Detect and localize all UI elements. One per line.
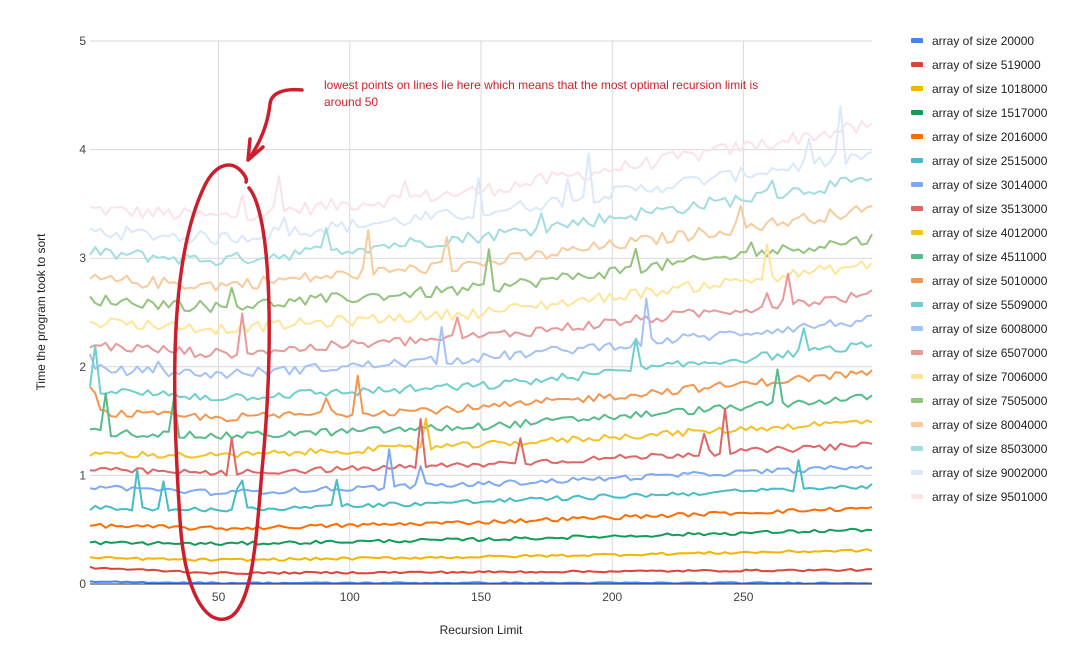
legend-swatch [911, 494, 923, 499]
legend-entry: array of size 20000 [932, 34, 1034, 48]
y-tick-label: 2 [79, 360, 86, 374]
legend-entry: array of size 1018000 [932, 82, 1048, 96]
legend-swatch [911, 422, 923, 427]
annotation-line-2: around 50 [324, 95, 378, 109]
legend-swatch [911, 446, 923, 451]
legend-entry: array of size 519000 [932, 58, 1041, 72]
series-lines [89, 105, 873, 585]
series-line [89, 506, 873, 532]
series-line [89, 243, 873, 335]
x-tick-label: 150 [471, 590, 491, 604]
legend-swatch [911, 398, 923, 403]
series-line [89, 369, 873, 423]
legend-entry: array of size 6507000 [932, 346, 1048, 360]
annotation: lowest points on lines lie here which me… [172, 78, 758, 622]
axes: 0 1 2 3 4 5 50 100 150 200 250 [79, 34, 872, 604]
legend-entry: array of size 9002000 [932, 466, 1048, 480]
legend-entry: array of size 6008000 [932, 322, 1048, 336]
series-line [89, 448, 873, 497]
series-line [89, 105, 873, 246]
x-tick-label: 200 [602, 590, 622, 604]
legend-swatch [911, 134, 923, 139]
legend-swatch [911, 38, 923, 43]
legend-swatch [911, 374, 923, 379]
series-line [89, 548, 873, 563]
y-tick-label: 1 [79, 468, 86, 482]
annotation-arrow [247, 87, 304, 161]
series-line [89, 580, 873, 585]
legend-swatch [911, 206, 923, 211]
legend-entry: array of size 2016000 [932, 130, 1048, 144]
legend-swatch [911, 182, 923, 187]
legend-entry: array of size 9501000 [932, 490, 1048, 504]
y-tick-label: 3 [79, 251, 86, 265]
annotation-circle [172, 163, 271, 622]
annotation-line-1: lowest points on lines lie here which me… [324, 78, 758, 92]
x-tick-label: 50 [212, 590, 226, 604]
series-line [89, 527, 873, 546]
legend-entry: array of size 8004000 [932, 418, 1048, 432]
series-line [89, 272, 873, 359]
y-tick-label: 4 [79, 143, 86, 157]
legend-swatch [911, 302, 923, 307]
legend-swatch [911, 62, 923, 67]
legend-swatch [911, 278, 923, 283]
legend-swatch [911, 326, 923, 331]
series-line [89, 407, 873, 477]
legend-swatch [911, 110, 923, 115]
series-line [89, 176, 873, 267]
legend-entry: array of size 5010000 [932, 274, 1048, 288]
y-axis-title: Time the program took to sort [34, 233, 48, 391]
legend-swatch [911, 350, 923, 355]
series-line [89, 417, 873, 459]
annotation-arrowhead [246, 137, 265, 162]
legend-swatch [911, 470, 923, 475]
x-tick-label: 100 [340, 590, 360, 604]
legend-entry: array of size 8503000 [932, 442, 1048, 456]
legend-swatch [911, 86, 923, 91]
series-line [89, 204, 873, 292]
legend: array of size 20000 array of size 519000 a… [911, 34, 1048, 504]
series-line [89, 297, 873, 379]
y-tick-label: 5 [79, 34, 86, 48]
series-line [89, 459, 873, 513]
series-line [89, 368, 873, 440]
series-line [89, 233, 873, 314]
legend-entry: array of size 4511000 [932, 250, 1047, 264]
gridlines [90, 40, 872, 584]
series-line [89, 327, 873, 402]
legend-entry: array of size 4012000 [932, 226, 1048, 240]
legend-entry: array of size 7006000 [932, 370, 1048, 384]
x-tick-label: 250 [733, 590, 753, 604]
legend-entry: array of size 5509000 [932, 298, 1048, 312]
legend-entry: array of size 1517000 [932, 106, 1048, 120]
legend-entry: array of size 3014000 [932, 178, 1048, 192]
series-line [89, 565, 873, 575]
legend-entry: array of size 7505000 [932, 394, 1048, 408]
legend-swatch [911, 254, 923, 259]
legend-entry: array of size 3513000 [932, 202, 1048, 216]
y-tick-label: 0 [79, 577, 86, 591]
legend-swatch [911, 230, 923, 235]
legend-swatch [911, 158, 923, 163]
x-axis-title: Recursion Limit [440, 623, 523, 637]
legend-entry: array of size 2515000 [932, 154, 1048, 168]
